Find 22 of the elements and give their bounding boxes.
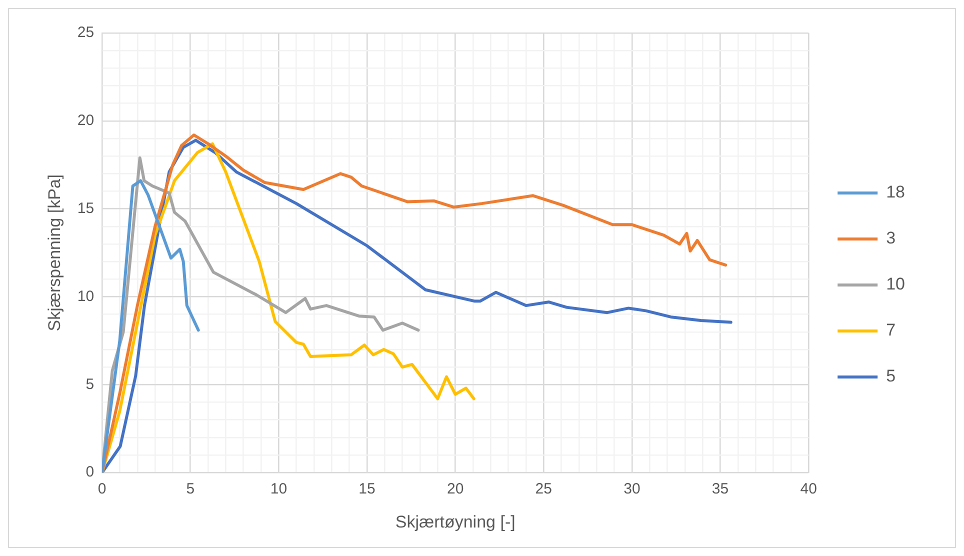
y-tick-label: 10 bbox=[77, 288, 94, 305]
legend-label: 10 bbox=[886, 274, 906, 294]
legend-label: 5 bbox=[886, 366, 896, 386]
x-tick-label: 5 bbox=[186, 480, 195, 498]
y-axis-title: Skjærspenning [kPa] bbox=[44, 174, 64, 332]
legend-label: 3 bbox=[886, 228, 896, 248]
x-tick-label: 0 bbox=[98, 480, 106, 498]
y-tick-label: 15 bbox=[77, 200, 94, 217]
y-tick-label: 0 bbox=[86, 464, 94, 481]
y-tick-label: 20 bbox=[77, 112, 94, 130]
legend-label: 18 bbox=[886, 182, 906, 202]
x-tick-label: 20 bbox=[446, 480, 464, 498]
x-tick-label: 35 bbox=[712, 480, 729, 498]
x-tick-label: 10 bbox=[270, 480, 288, 498]
y-tick-label: 25 bbox=[77, 24, 94, 42]
x-axis-title: Skjærtøyning [-] bbox=[395, 512, 516, 532]
x-tick-label: 15 bbox=[358, 480, 376, 498]
x-tick-label: 30 bbox=[624, 480, 640, 498]
x-tick-label: 25 bbox=[535, 480, 552, 498]
y-tick-label: 5 bbox=[86, 376, 94, 393]
x-tick-label: 40 bbox=[800, 480, 817, 498]
legend-label: 7 bbox=[886, 320, 896, 340]
